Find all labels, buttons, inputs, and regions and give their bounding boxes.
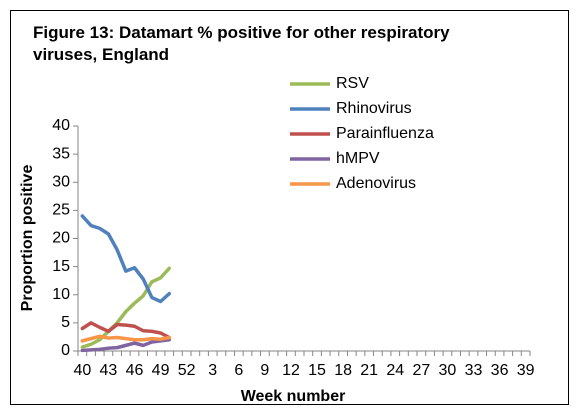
y-tick-label: 15 — [52, 258, 70, 275]
y-tick-label: 20 — [52, 230, 70, 247]
x-tick-label: 40 — [73, 362, 91, 379]
y-tick-label: 5 — [61, 314, 70, 331]
chart-title: Figure 13: Datamart % positive for other… — [33, 23, 450, 64]
x-tick-label: 39 — [517, 362, 535, 379]
y-axis-label: Proportion positive — [19, 165, 36, 312]
legend-label: hMPV — [336, 150, 380, 167]
legend-label: RSV — [336, 75, 369, 92]
x-tick-label: 46 — [126, 362, 144, 379]
x-tick-label: 21 — [360, 362, 378, 379]
x-tick-label: 43 — [100, 362, 118, 379]
series-line — [80, 334, 172, 343]
y-tick-label: 35 — [52, 145, 70, 162]
x-axis-label: Week number — [241, 388, 346, 405]
y-tick-label: 40 — [52, 117, 70, 134]
y-tick-label: 10 — [52, 286, 70, 303]
series-line — [80, 214, 172, 304]
y-tick-label: 25 — [52, 202, 70, 219]
legend-label: Parainfluenza — [336, 125, 434, 142]
series-line — [80, 266, 172, 349]
x-tick-label: 12 — [282, 362, 300, 379]
x-tick-label: 30 — [439, 362, 457, 379]
x-tick-label: 36 — [491, 362, 509, 379]
x-tick-label: 33 — [465, 362, 483, 379]
legend-label: Rhinovirus — [336, 100, 412, 117]
chart-border — [10, 10, 569, 405]
x-tick-label: 6 — [234, 362, 243, 379]
x-tick-label: 18 — [334, 362, 352, 379]
x-tick-label: 52 — [178, 362, 196, 379]
x-tick-label: 27 — [412, 362, 430, 379]
x-tick-label: 9 — [260, 362, 269, 379]
series-line — [80, 338, 172, 353]
x-tick-label: 3 — [208, 362, 217, 379]
legend-label: Adenovirus — [336, 175, 416, 192]
y-tick-label: 30 — [52, 173, 70, 190]
x-tick-label: 49 — [152, 362, 170, 379]
series-line — [80, 321, 172, 340]
x-tick-label: 24 — [386, 362, 404, 379]
y-tick-label: 0 — [61, 342, 70, 359]
x-tick-label: 15 — [308, 362, 326, 379]
